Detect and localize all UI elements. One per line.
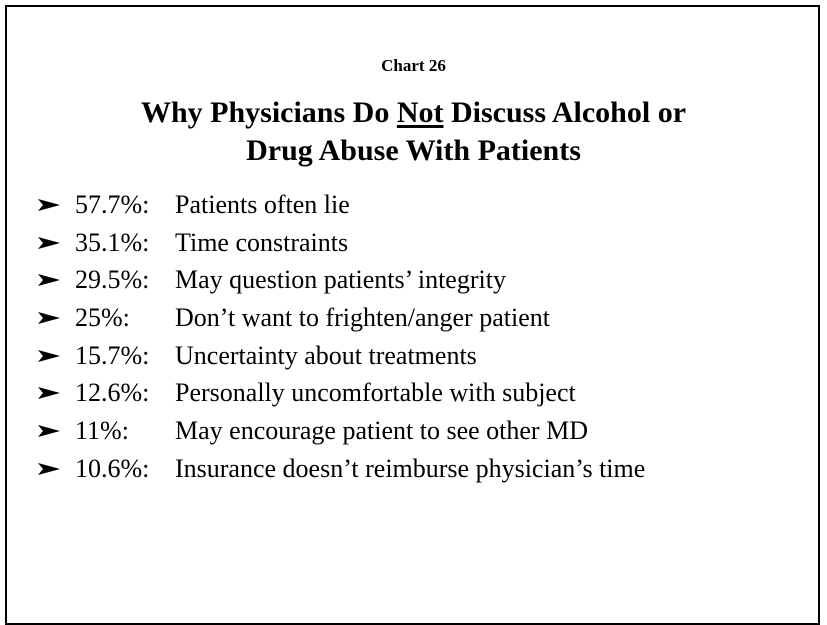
percent: 15.7%: [75, 340, 150, 370]
percent: 25%: [75, 303, 130, 333]
arrow-icon [38, 311, 60, 324]
arrow-shape [38, 424, 60, 437]
bullet-arrow [38, 299, 75, 337]
percent: 10.6%: [75, 453, 150, 483]
bullet-arrow [38, 224, 75, 262]
percent: 29.5%: [75, 265, 150, 295]
bullet-arrow [38, 412, 75, 450]
bullet-item: 15.7%: Uncertainty about treatments [38, 337, 818, 375]
chart-label: Chart 26 [381, 56, 446, 75]
bullet-item: 10.6%: Insurance doesn’t reimburse physic… [38, 450, 818, 488]
arrow-shape [38, 236, 60, 249]
arrow-icon [38, 462, 60, 475]
title-part: Why Physicians Do [140, 96, 390, 129]
item-text: May encourage patient to see other MD [175, 416, 588, 446]
bullet-arrow [38, 186, 75, 224]
bullet-arrow [38, 450, 75, 488]
bullet-list: 57.7%: Patients often lie 35.1%: Time const… [38, 186, 818, 488]
percent: 12.6%: [75, 378, 150, 408]
bullet-item: 12.6%: Personally uncomfortable with subj… [38, 374, 818, 412]
arrow-icon [38, 349, 60, 362]
arrow-shape [38, 349, 60, 362]
bullet-item: 11%: May encourage patient to see other M… [38, 412, 818, 450]
arrow-icon [38, 274, 60, 287]
arrow-icon [38, 387, 60, 400]
item-text: Patients often lie [175, 190, 350, 219]
bullet-arrow [38, 374, 75, 412]
bullet-item: 29.5%: May question patients’ integrity [38, 261, 818, 299]
item-text: Time constraints [175, 227, 349, 257]
item-text: Uncertainty about treatments [175, 340, 477, 370]
bullet-item: 25%: Don’t want to frighten/anger patient [38, 299, 818, 337]
arrow-shape [38, 274, 60, 287]
percent: 57.7%: [75, 190, 150, 219]
arrow-icon [38, 198, 60, 211]
arrow-shape [38, 462, 60, 475]
percent: 35.1%: [75, 227, 150, 257]
title: Why Physicians Do Not Discuss Alcohol or… [0, 94, 827, 170]
item-text: Insurance doesn’t reimburse physician’s … [175, 453, 646, 483]
bullet-item: 35.1%: Time constraints [38, 224, 818, 262]
bullet-arrow [38, 337, 75, 375]
percent: 11%: [75, 416, 129, 446]
arrow-shape [38, 198, 60, 211]
item-text: Don’t want to frighten/anger patient [175, 303, 550, 333]
item-text: May question patients’ integrity [175, 265, 506, 295]
bullet-item: 57.7%: Patients often lie [38, 186, 818, 224]
item-text: Personally uncomfortable with subject [175, 378, 576, 408]
arrow-icon [38, 236, 60, 249]
title-emphasis: Not [396, 96, 444, 129]
title-part: Drug Abuse With Patients [246, 134, 581, 167]
bullet-arrow [38, 261, 75, 299]
arrow-icon [38, 424, 60, 437]
arrow-shape [38, 311, 60, 324]
title-part: Discuss Alcohol or [451, 96, 687, 129]
arrow-shape [38, 387, 60, 400]
